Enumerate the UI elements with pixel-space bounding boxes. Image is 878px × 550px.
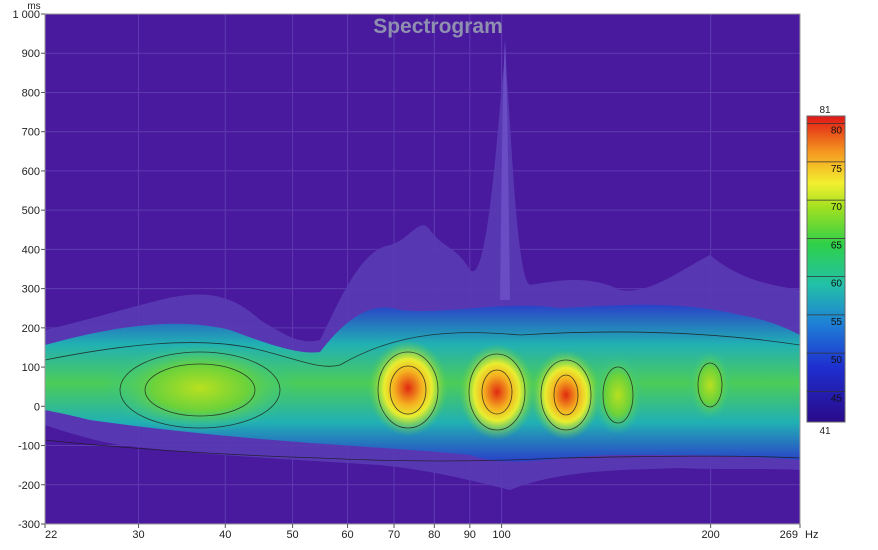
y-tick-label: 1 000 — [12, 9, 40, 21]
x-tick-label: 90 — [464, 529, 476, 541]
spectrogram-field — [45, 40, 800, 490]
plot-frame — [44, 13, 801, 525]
y-tick-label: -300 — [18, 519, 40, 531]
x-tick-label: 70 — [388, 529, 400, 541]
colorbar-tick-label: 80 — [831, 126, 843, 137]
y-tick-label: 900 — [22, 48, 40, 60]
x-tick-label: 22 — [45, 529, 57, 541]
colorbar-tick-label: 55 — [831, 317, 843, 328]
x-tick-label: 40 — [219, 529, 231, 541]
y-tick-label: -100 — [18, 441, 40, 453]
chart-title: Spectrogram — [373, 15, 503, 38]
y-tick-label: 200 — [22, 323, 40, 335]
y-axis-ticks: 1 0009008007006005004003002001000-100-20… — [12, 9, 45, 531]
colorbar-tick-label: 50 — [831, 355, 843, 366]
colorbar-tick-label: 70 — [831, 202, 843, 213]
y-tick-label: 400 — [22, 244, 40, 256]
x-tick-label: 50 — [286, 529, 298, 541]
colorbar-tick-label: 65 — [831, 240, 843, 251]
hotspot-120hz — [531, 350, 601, 440]
y-tick-label: 700 — [22, 127, 40, 139]
x-axis-ticks: 22 30 40 50 60 70 80 90 100 200 269 — [44, 524, 801, 541]
y-tick-label: 300 — [22, 284, 40, 296]
y-tick-label: -200 — [18, 480, 40, 492]
colorbar: 81 41 80 75 70 65 60 55 50 45 — [806, 105, 846, 437]
y-unit-label: ms — [27, 1, 40, 12]
y-tick-label: 600 — [22, 166, 40, 178]
colorbar-gradient — [806, 115, 846, 423]
colorbar-ticks: 80 75 70 65 60 55 50 45 — [807, 123, 845, 404]
x-tick-label: 60 — [341, 529, 353, 541]
x-unit-label: Hz — [805, 529, 818, 541]
y-tick-label: 500 — [22, 205, 40, 217]
y-tick-label: 100 — [22, 362, 40, 374]
x-tick-label: 30 — [132, 529, 144, 541]
hotspot-98hz — [459, 344, 535, 440]
colorbar-min-label: 41 — [819, 426, 831, 437]
colorbar-tick-label: 60 — [831, 279, 843, 290]
y-tick-label: 0 — [34, 401, 40, 413]
x-tick-label: 100 — [492, 529, 510, 541]
colorbar-tick-label: 75 — [831, 164, 843, 175]
hotspot-200hz — [688, 350, 732, 420]
x-tick-label: 200 — [701, 529, 719, 541]
colorbar-tick-label: 45 — [831, 393, 843, 404]
contour-lines — [45, 331, 800, 462]
hotspot-37hz — [105, 343, 295, 433]
spike-100hz — [500, 40, 510, 300]
x-tick-label: 269 — [780, 529, 798, 541]
colorbar-max-label: 81 — [819, 105, 831, 116]
y-tick-label: 800 — [22, 87, 40, 99]
hotspot-140hz — [593, 355, 643, 435]
x-tick-label: 80 — [428, 529, 440, 541]
hotspot-73hz — [368, 340, 448, 436]
